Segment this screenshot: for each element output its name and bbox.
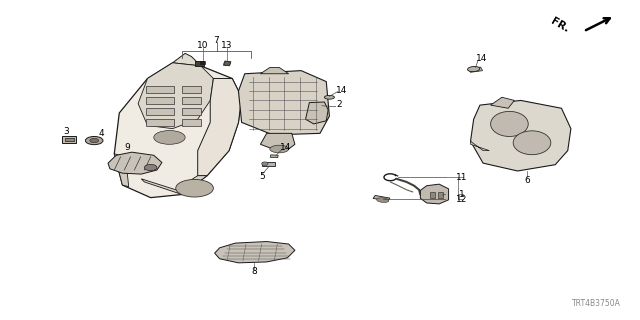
Text: 8: 8 (252, 267, 257, 276)
Bar (65, 138, 74, 141)
Bar (200, 61, 205, 64)
Ellipse shape (376, 198, 389, 203)
Text: 7: 7 (214, 36, 220, 45)
Text: FR.: FR. (549, 16, 571, 34)
Text: 14: 14 (335, 86, 347, 95)
Ellipse shape (491, 111, 528, 136)
Text: 10: 10 (197, 41, 209, 50)
Bar (146, 108, 174, 115)
Bar (223, 61, 231, 66)
Text: TRT4B3750A: TRT4B3750A (572, 299, 621, 308)
Text: 2: 2 (336, 100, 342, 109)
Polygon shape (420, 184, 449, 204)
Text: 9: 9 (124, 143, 130, 152)
Bar (62, 136, 76, 143)
Ellipse shape (324, 95, 335, 99)
Bar (262, 162, 275, 166)
Bar (182, 119, 201, 126)
Bar (182, 108, 201, 115)
Text: 3: 3 (63, 127, 69, 136)
Bar (373, 196, 390, 201)
Bar (182, 97, 201, 104)
Polygon shape (239, 71, 330, 135)
Text: 5: 5 (259, 172, 265, 181)
Text: 4: 4 (99, 129, 104, 138)
Ellipse shape (85, 136, 103, 145)
Bar (270, 155, 278, 158)
Polygon shape (214, 242, 295, 263)
Ellipse shape (90, 138, 99, 143)
Text: 14: 14 (280, 143, 291, 152)
Bar (146, 119, 174, 126)
Polygon shape (108, 152, 162, 174)
Polygon shape (138, 63, 213, 129)
Polygon shape (198, 78, 242, 176)
Ellipse shape (270, 145, 289, 153)
Polygon shape (491, 97, 515, 108)
Polygon shape (141, 176, 207, 195)
Text: 6: 6 (524, 176, 530, 185)
Polygon shape (305, 102, 328, 124)
Text: 14: 14 (476, 53, 488, 63)
Polygon shape (115, 154, 129, 187)
Polygon shape (115, 63, 242, 198)
Ellipse shape (468, 67, 480, 72)
Bar (182, 86, 201, 93)
Ellipse shape (176, 180, 213, 197)
Bar (195, 61, 204, 66)
Ellipse shape (224, 61, 230, 66)
Polygon shape (260, 68, 289, 74)
Bar (430, 192, 435, 198)
Ellipse shape (154, 131, 185, 144)
Bar (438, 192, 443, 198)
Text: 1: 1 (459, 190, 465, 199)
Polygon shape (173, 53, 201, 66)
Polygon shape (470, 100, 571, 171)
Polygon shape (470, 141, 490, 151)
Ellipse shape (145, 164, 157, 171)
Text: 12: 12 (456, 195, 467, 204)
Ellipse shape (513, 131, 551, 155)
Text: 11: 11 (456, 173, 467, 182)
Text: 13: 13 (221, 41, 233, 50)
Ellipse shape (262, 162, 268, 166)
Bar (146, 86, 174, 93)
Polygon shape (260, 133, 295, 149)
Bar (146, 97, 174, 104)
Bar (468, 67, 483, 72)
